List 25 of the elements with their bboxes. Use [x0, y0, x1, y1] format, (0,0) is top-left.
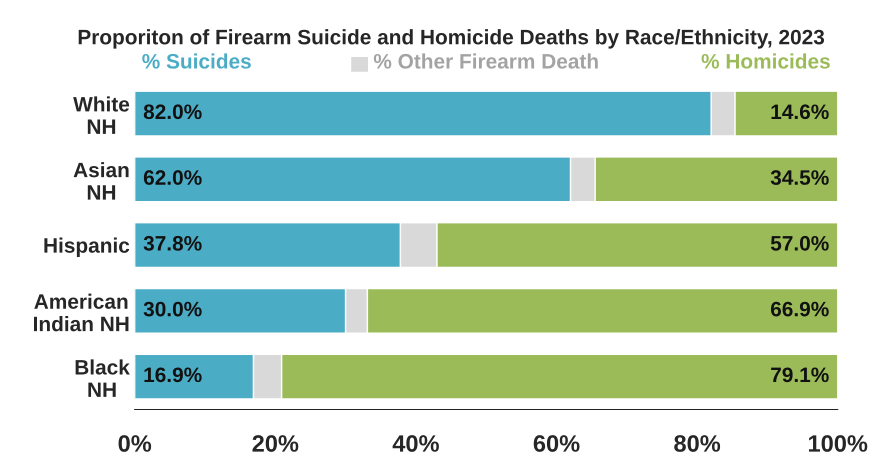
y-tick-label: Black NH — [76, 359, 130, 397]
y-tick-label: Asian NH — [74, 162, 129, 200]
data-label: 62.0% — [144, 170, 202, 185]
x-tick-label: 100% — [809, 435, 868, 452]
y-tick-label: Hispanic — [44, 238, 130, 257]
x-tick-label: 60% — [534, 435, 580, 452]
data-label: 37.8% — [144, 236, 202, 251]
legend-label: % Other Firearm Death — [374, 53, 598, 69]
data-label: 30.0% — [144, 302, 202, 316]
data-label: 34.5% — [770, 170, 829, 185]
series-label: % Suicides — [142, 53, 251, 69]
data-label: 66.9% — [770, 302, 829, 316]
data-label: 14.6% — [772, 104, 829, 120]
data-label: 57.0% — [770, 236, 829, 251]
chart-title: Proporiton of Firearm Suicide and Homicide Deaths by Race/Ethnicity, 2023 — [78, 29, 824, 49]
data-label: 16.9% — [144, 367, 202, 382]
data-label: 79.1% — [771, 367, 829, 382]
series-label: % Homicides — [702, 53, 830, 69]
x-tick-label: 0% — [118, 435, 152, 452]
x-tick-label: 20% — [252, 435, 298, 452]
x-tick-label: 40% — [392, 435, 439, 452]
y-tick-label: White NH — [73, 96, 130, 134]
data-label: 82.0% — [144, 104, 202, 120]
x-tick-label: 80% — [674, 435, 720, 452]
y-tick-label: American Indian NH — [34, 294, 128, 332]
